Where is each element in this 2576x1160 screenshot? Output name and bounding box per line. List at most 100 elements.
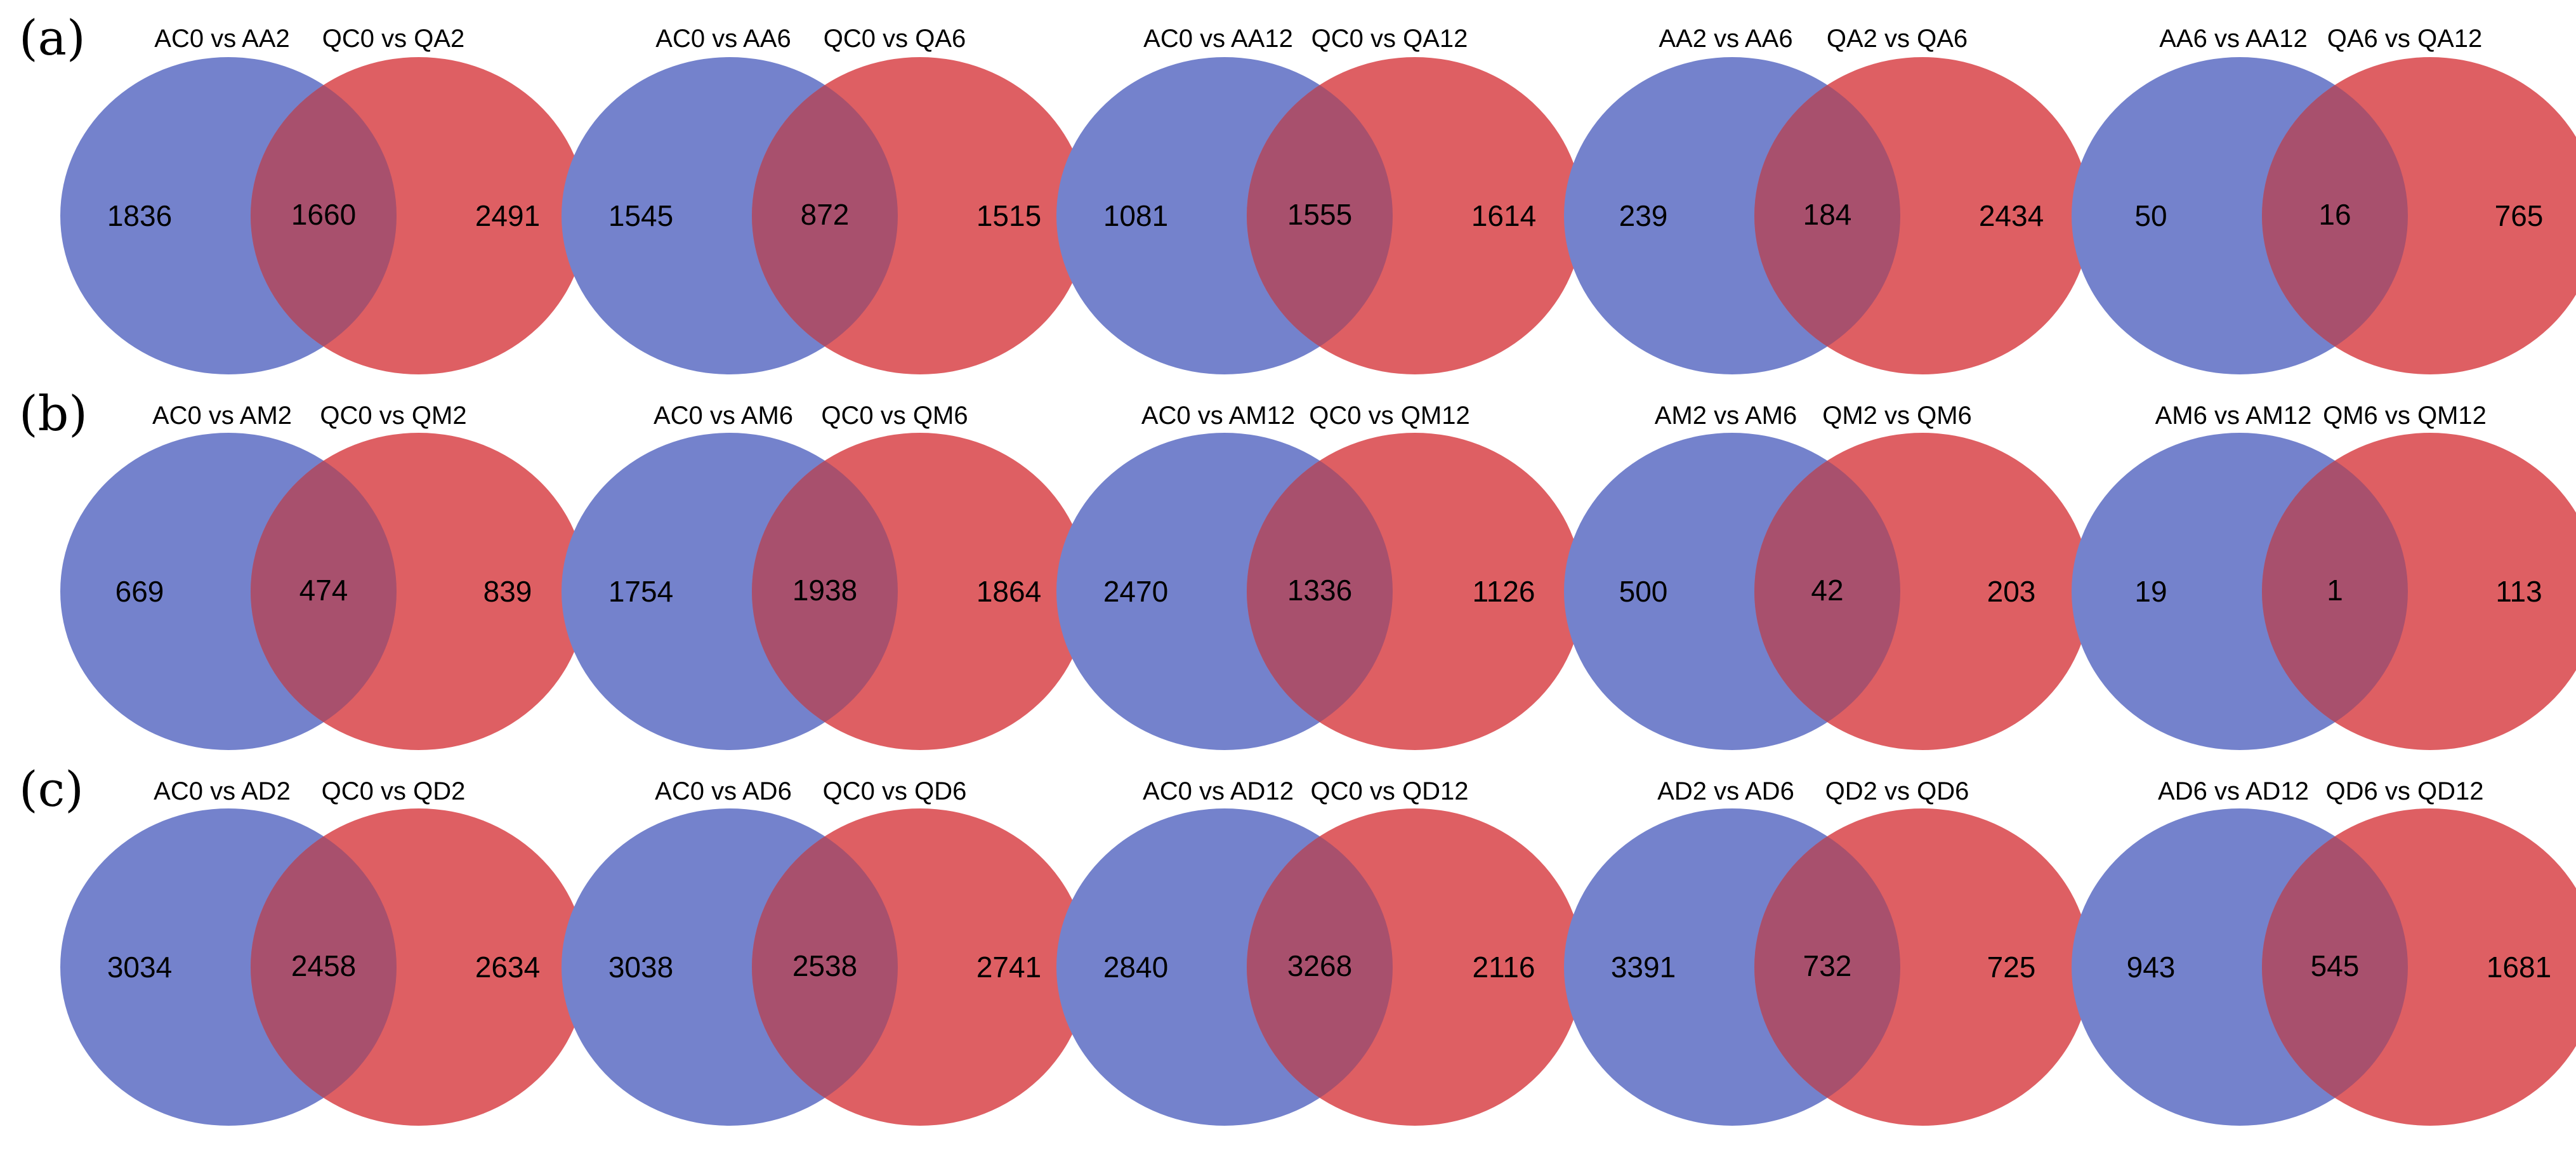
venn-diagram: AC0 vs AM12 QC0 vs QM12 2470 1336 1126 bbox=[1056, 402, 1583, 750]
right-set-label: QC0 vs QM2 bbox=[320, 402, 466, 430]
right-set-label: QC0 vs QM12 bbox=[1309, 402, 1469, 430]
right-set-label: QC0 vs QA12 bbox=[1311, 25, 1468, 53]
panel-letter: (c) bbox=[19, 761, 84, 817]
overlap-region bbox=[251, 808, 397, 1126]
right-only-count: 203 bbox=[1987, 575, 2036, 608]
venn-diagram: AD2 vs AD6 QD2 vs QD6 3391 732 725 bbox=[1564, 777, 2091, 1126]
left-set-label: AA6 vs AA12 bbox=[2159, 25, 2307, 53]
left-only-count: 3391 bbox=[1611, 951, 1676, 984]
left-only-count: 239 bbox=[1619, 199, 1668, 232]
right-set-label: QD6 vs QD12 bbox=[2326, 777, 2484, 805]
left-only-count: 943 bbox=[2127, 951, 2176, 984]
right-only-count: 1515 bbox=[976, 199, 1041, 232]
left-only-count: 3038 bbox=[608, 951, 673, 984]
shared-count: 1555 bbox=[1287, 198, 1352, 231]
overlap-region bbox=[752, 57, 898, 374]
right-only-count: 1126 bbox=[1473, 575, 1535, 608]
venn-diagram: AD6 vs AD12 QD6 vs QD12 943 545 1681 bbox=[2072, 777, 2576, 1126]
overlap-region bbox=[1754, 57, 1900, 374]
shared-count: 42 bbox=[1811, 574, 1843, 607]
overlap-region bbox=[752, 808, 898, 1126]
left-set-label: AC0 vs AM2 bbox=[152, 402, 292, 430]
overlap-region bbox=[251, 433, 397, 750]
venn-diagram: AM2 vs AM6 QM2 vs QM6 500 42 203 bbox=[1564, 402, 2091, 750]
venn-diagram: AC0 vs AA12 QC0 vs QA12 1081 1555 1614 bbox=[1056, 25, 1583, 374]
right-only-count: 2634 bbox=[475, 951, 540, 984]
overlap-region bbox=[1754, 808, 1900, 1126]
left-only-count: 3034 bbox=[107, 951, 172, 984]
left-only-count: 669 bbox=[115, 575, 164, 608]
right-only-count: 1864 bbox=[976, 575, 1041, 608]
panel-letter: (b) bbox=[19, 385, 88, 442]
right-set-label: QA6 vs QA12 bbox=[2327, 25, 2483, 53]
venn-diagram: AC0 vs AM2 QC0 vs QM2 669 474 839 bbox=[60, 402, 587, 750]
overlap-region bbox=[1247, 57, 1393, 374]
right-only-count: 113 bbox=[2495, 575, 2542, 608]
left-set-label: AA2 vs AA6 bbox=[1659, 25, 1792, 53]
right-only-count: 1614 bbox=[1471, 199, 1536, 232]
shared-count: 3268 bbox=[1287, 949, 1352, 982]
left-only-count: 1836 bbox=[107, 199, 172, 232]
left-only-count: 2840 bbox=[1103, 951, 1168, 984]
shared-count: 474 bbox=[299, 574, 348, 607]
overlap-region bbox=[251, 57, 397, 374]
shared-count: 1336 bbox=[1287, 574, 1352, 607]
right-only-count: 2741 bbox=[976, 951, 1041, 984]
left-set-label: AM2 vs AM6 bbox=[1655, 402, 1797, 430]
right-only-count: 1681 bbox=[2487, 951, 2551, 984]
right-set-label: QC0 vs QD2 bbox=[322, 777, 466, 805]
left-set-label: AC0 vs AA2 bbox=[154, 25, 289, 53]
left-set-label: AM6 vs AM12 bbox=[2155, 402, 2312, 430]
left-set-label: AC0 vs AM6 bbox=[654, 402, 793, 430]
right-set-label: QC0 vs QM6 bbox=[821, 402, 968, 430]
shared-count: 184 bbox=[1803, 198, 1852, 231]
overlap-region bbox=[752, 433, 898, 750]
left-only-count: 19 bbox=[2134, 575, 2167, 608]
overlap-region bbox=[1247, 808, 1393, 1126]
venn-diagram: AC0 vs AD2 QC0 vs QD2 3034 2458 2634 bbox=[60, 777, 587, 1126]
panel-letter: (a) bbox=[19, 10, 86, 66]
left-set-label: AC0 vs AD6 bbox=[655, 777, 792, 805]
venn-diagram: AC0 vs AD12 QC0 vs QD12 2840 3268 2116 bbox=[1056, 777, 1583, 1126]
right-set-label: QA2 vs QA6 bbox=[1827, 25, 1968, 53]
left-only-count: 500 bbox=[1619, 575, 1668, 608]
left-set-label: AC0 vs AD12 bbox=[1143, 777, 1294, 805]
left-set-label: AD6 vs AD12 bbox=[2158, 777, 2309, 805]
overlap-region bbox=[1754, 433, 1900, 750]
left-set-label: AD2 vs AD6 bbox=[1657, 777, 1794, 805]
venn-diagram: AC0 vs AM6 QC0 vs QM6 1754 1938 1864 bbox=[562, 402, 1088, 750]
right-only-count: 725 bbox=[1987, 951, 2036, 984]
right-set-label: QD2 vs QD6 bbox=[1825, 777, 1969, 805]
overlap-region bbox=[2262, 433, 2408, 750]
left-only-count: 50 bbox=[2134, 199, 2167, 232]
venn-diagram: AA6 vs AA12 QA6 vs QA12 50 16 765 bbox=[2072, 25, 2576, 374]
left-only-count: 1545 bbox=[608, 199, 673, 232]
venn-diagram: AC0 vs AD6 QC0 vs QD6 3038 2538 2741 bbox=[562, 777, 1088, 1126]
shared-count: 732 bbox=[1803, 949, 1852, 982]
venn-diagram: AC0 vs AA6 QC0 vs QA6 1545 872 1515 bbox=[562, 25, 1088, 374]
left-set-label: AC0 vs AA6 bbox=[655, 25, 791, 53]
left-set-label: AC0 vs AM12 bbox=[1141, 402, 1295, 430]
overlap-region bbox=[2262, 808, 2408, 1126]
shared-count: 1 bbox=[2327, 574, 2343, 607]
left-only-count: 2470 bbox=[1103, 575, 1168, 608]
shared-count: 872 bbox=[801, 198, 850, 231]
shared-count: 2458 bbox=[291, 949, 356, 982]
right-set-label: QC0 vs QD12 bbox=[1311, 777, 1469, 805]
left-only-count: 1081 bbox=[1103, 199, 1168, 232]
left-set-label: AC0 vs AA12 bbox=[1143, 25, 1293, 53]
right-only-count: 2116 bbox=[1473, 951, 1535, 984]
shared-count: 16 bbox=[2318, 198, 2351, 231]
venn-diagram: AM6 vs AM12 QM6 vs QM12 19 1 113 bbox=[2072, 402, 2576, 750]
shared-count: 1938 bbox=[792, 574, 857, 607]
right-set-label: QC0 vs QA2 bbox=[322, 25, 465, 53]
right-only-count: 2434 bbox=[1979, 199, 2044, 232]
right-set-label: QC0 vs QA6 bbox=[824, 25, 966, 53]
right-only-count: 765 bbox=[2495, 199, 2544, 232]
shared-count: 545 bbox=[2311, 949, 2360, 982]
left-only-count: 1754 bbox=[608, 575, 673, 608]
overlap-region bbox=[2262, 57, 2408, 374]
shared-count: 1660 bbox=[291, 198, 356, 231]
right-only-count: 2491 bbox=[475, 199, 540, 232]
